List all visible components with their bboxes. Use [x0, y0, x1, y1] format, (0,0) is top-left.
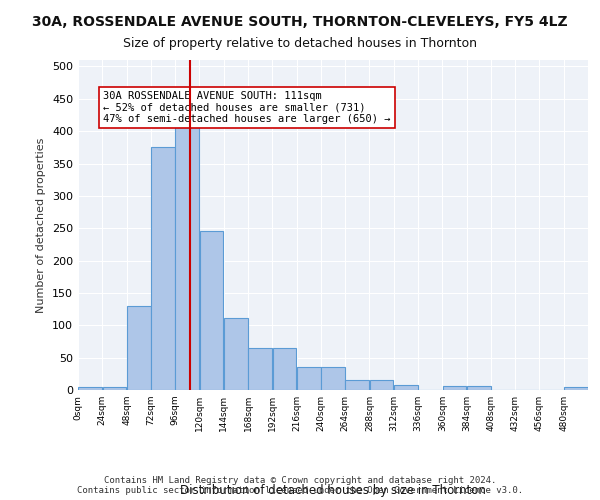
Bar [200, 232, 223, 390]
Bar [346, 380, 369, 390]
Bar [564, 387, 588, 390]
Bar [224, 318, 248, 390]
Bar [103, 387, 127, 390]
Bar [78, 387, 102, 390]
X-axis label: Distribution of detached houses by size in Thornton: Distribution of detached houses by size … [180, 484, 486, 497]
Text: Size of property relative to detached houses in Thornton: Size of property relative to detached ho… [123, 38, 477, 51]
Bar [272, 348, 296, 390]
Bar [127, 306, 151, 390]
Bar [248, 348, 272, 390]
Bar [443, 386, 466, 390]
Bar [151, 148, 175, 390]
Bar [297, 368, 320, 390]
Bar [467, 386, 491, 390]
Bar [394, 385, 418, 390]
Bar [370, 380, 394, 390]
Bar [175, 124, 199, 390]
Y-axis label: Number of detached properties: Number of detached properties [37, 138, 46, 312]
Text: 30A ROSSENDALE AVENUE SOUTH: 111sqm
← 52% of detached houses are smaller (731)
4: 30A ROSSENDALE AVENUE SOUTH: 111sqm ← 52… [103, 91, 391, 124]
Text: 30A, ROSSENDALE AVENUE SOUTH, THORNTON-CLEVELEYS, FY5 4LZ: 30A, ROSSENDALE AVENUE SOUTH, THORNTON-C… [32, 15, 568, 29]
Bar [321, 368, 345, 390]
Text: Contains HM Land Registry data © Crown copyright and database right 2024.
Contai: Contains HM Land Registry data © Crown c… [77, 476, 523, 495]
